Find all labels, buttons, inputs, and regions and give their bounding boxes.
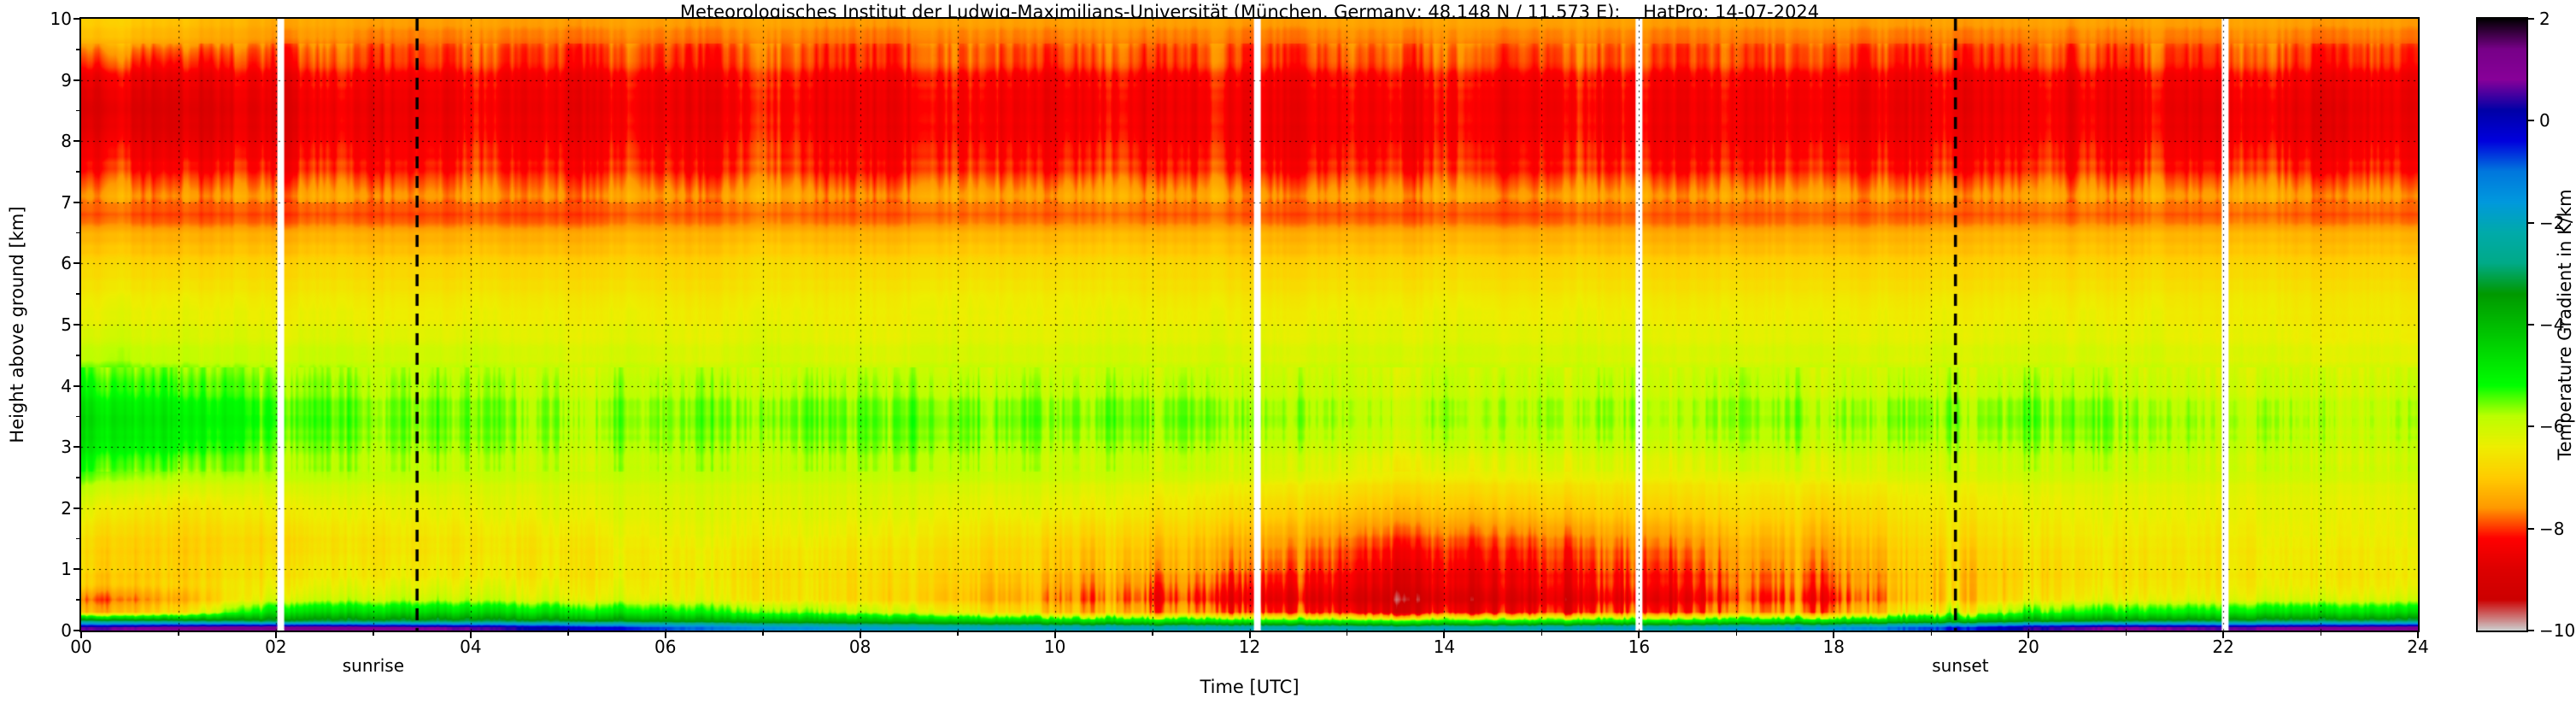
x-tick-mark (1053, 632, 1056, 638)
colorbar-tick-mark (2528, 324, 2534, 326)
x-minor-tick-mark (1346, 632, 1348, 636)
y-tick-mark (73, 384, 79, 387)
y-tick-label: 3 (61, 437, 72, 458)
y-tick-mark (73, 79, 79, 81)
y-tick-mark (73, 18, 79, 20)
x-tick-label: 08 (848, 637, 871, 657)
x-tick-label: 14 (1433, 637, 1456, 657)
y-tick-mark (73, 446, 79, 449)
x-tick-label: 20 (2017, 637, 2039, 657)
y-minor-tick-mark (76, 171, 79, 173)
x-tick-mark (469, 632, 472, 638)
y-minor-tick-mark (76, 49, 79, 50)
x-tick-label: 24 (2407, 637, 2429, 657)
x-minor-tick-mark (2320, 632, 2322, 636)
colorbar-tick-label: −10 (2539, 620, 2576, 641)
colorbar (2478, 19, 2526, 631)
x-minor-tick-mark (373, 632, 374, 636)
y-minor-tick-mark (76, 415, 79, 418)
y-tick-label: 10 (50, 9, 72, 29)
x-tick-mark (80, 632, 82, 638)
x-minor-tick-mark (1540, 632, 1543, 636)
y-tick-label: 8 (61, 131, 72, 152)
sunset-label: sunset (1932, 655, 1989, 676)
y-tick-mark (73, 262, 79, 265)
colorbar-tick-mark (2528, 120, 2534, 122)
x-minor-tick-mark (762, 632, 764, 636)
colorbar-tick-mark (2528, 18, 2534, 20)
y-tick-mark (73, 630, 79, 631)
y-tick-mark (73, 568, 79, 571)
y-minor-tick-mark (76, 355, 79, 356)
x-tick-label: 18 (1822, 637, 1845, 657)
x-tick-mark (1443, 632, 1446, 638)
colorbar-tick-label: 0 (2539, 110, 2550, 132)
colorbar-tick-label: −4 (2539, 314, 2565, 335)
x-minor-tick-mark (957, 632, 959, 636)
colorbar-tick-label: −2 (2539, 212, 2565, 233)
x-tick-mark (859, 632, 861, 638)
y-tick-label: 1 (61, 559, 72, 580)
colorbar-gradient-canvas (2478, 19, 2526, 631)
colorbar-tick-label: −6 (2539, 416, 2565, 437)
x-tick-mark (1638, 632, 1640, 638)
colorbar-tick-label: −8 (2539, 518, 2565, 539)
x-minor-tick-mark (178, 632, 179, 636)
x-tick-mark (664, 632, 666, 638)
x-tick-label: 16 (1628, 637, 1651, 657)
y-minor-tick-mark (76, 232, 79, 234)
x-tick-label: 02 (265, 637, 287, 657)
y-minor-tick-mark (76, 537, 79, 540)
colorbar-tick-mark (2528, 221, 2534, 224)
x-tick-label: 22 (2212, 637, 2234, 657)
x-tick-label: 00 (70, 637, 92, 657)
x-tick-mark (1833, 632, 1835, 638)
y-tick-label: 0 (61, 620, 72, 641)
x-tick-label: 12 (1238, 637, 1261, 657)
x-minor-tick-mark (1930, 632, 1933, 636)
x-tick-label: 06 (654, 637, 677, 657)
x-minor-tick-mark (2125, 632, 2127, 636)
x-tick-mark (274, 632, 277, 638)
x-tick-label: 04 (460, 637, 482, 657)
y-tick-label: 5 (61, 314, 72, 335)
plot-area (81, 19, 2418, 631)
heatmap-canvas (81, 19, 2418, 631)
y-minor-tick-mark (76, 599, 79, 601)
y-tick-mark (73, 140, 79, 143)
x-tick-mark (2027, 632, 2030, 638)
y-axis-label: Height above ground [km] (7, 206, 27, 443)
colorbar-tick-mark (2528, 527, 2534, 530)
y-minor-tick-mark (76, 109, 79, 112)
x-minor-tick-mark (567, 632, 569, 636)
y-tick-mark (73, 324, 79, 326)
x-tick-mark (2417, 632, 2419, 638)
x-minor-tick-mark (1152, 632, 1153, 636)
sunrise-label: sunrise (342, 655, 405, 676)
y-tick-label: 6 (61, 253, 72, 274)
colorbar-tick-label: 2 (2539, 9, 2550, 29)
y-tick-mark (73, 201, 79, 203)
y-tick-label: 7 (61, 191, 72, 213)
y-tick-label: 9 (61, 69, 72, 91)
y-minor-tick-mark (76, 293, 79, 295)
colorbar-tick-mark (2528, 425, 2534, 428)
y-tick-label: 4 (61, 375, 72, 396)
y-minor-tick-mark (76, 477, 79, 478)
x-tick-mark (2222, 632, 2225, 638)
x-tick-mark (1248, 632, 1251, 638)
x-tick-label: 10 (1043, 637, 1066, 657)
x-minor-tick-mark (1735, 632, 1738, 636)
y-tick-mark (73, 507, 79, 509)
y-tick-label: 2 (61, 497, 72, 519)
colorbar-tick-mark (2528, 630, 2534, 631)
x-axis-label: Time [UTC] (1200, 677, 1300, 697)
